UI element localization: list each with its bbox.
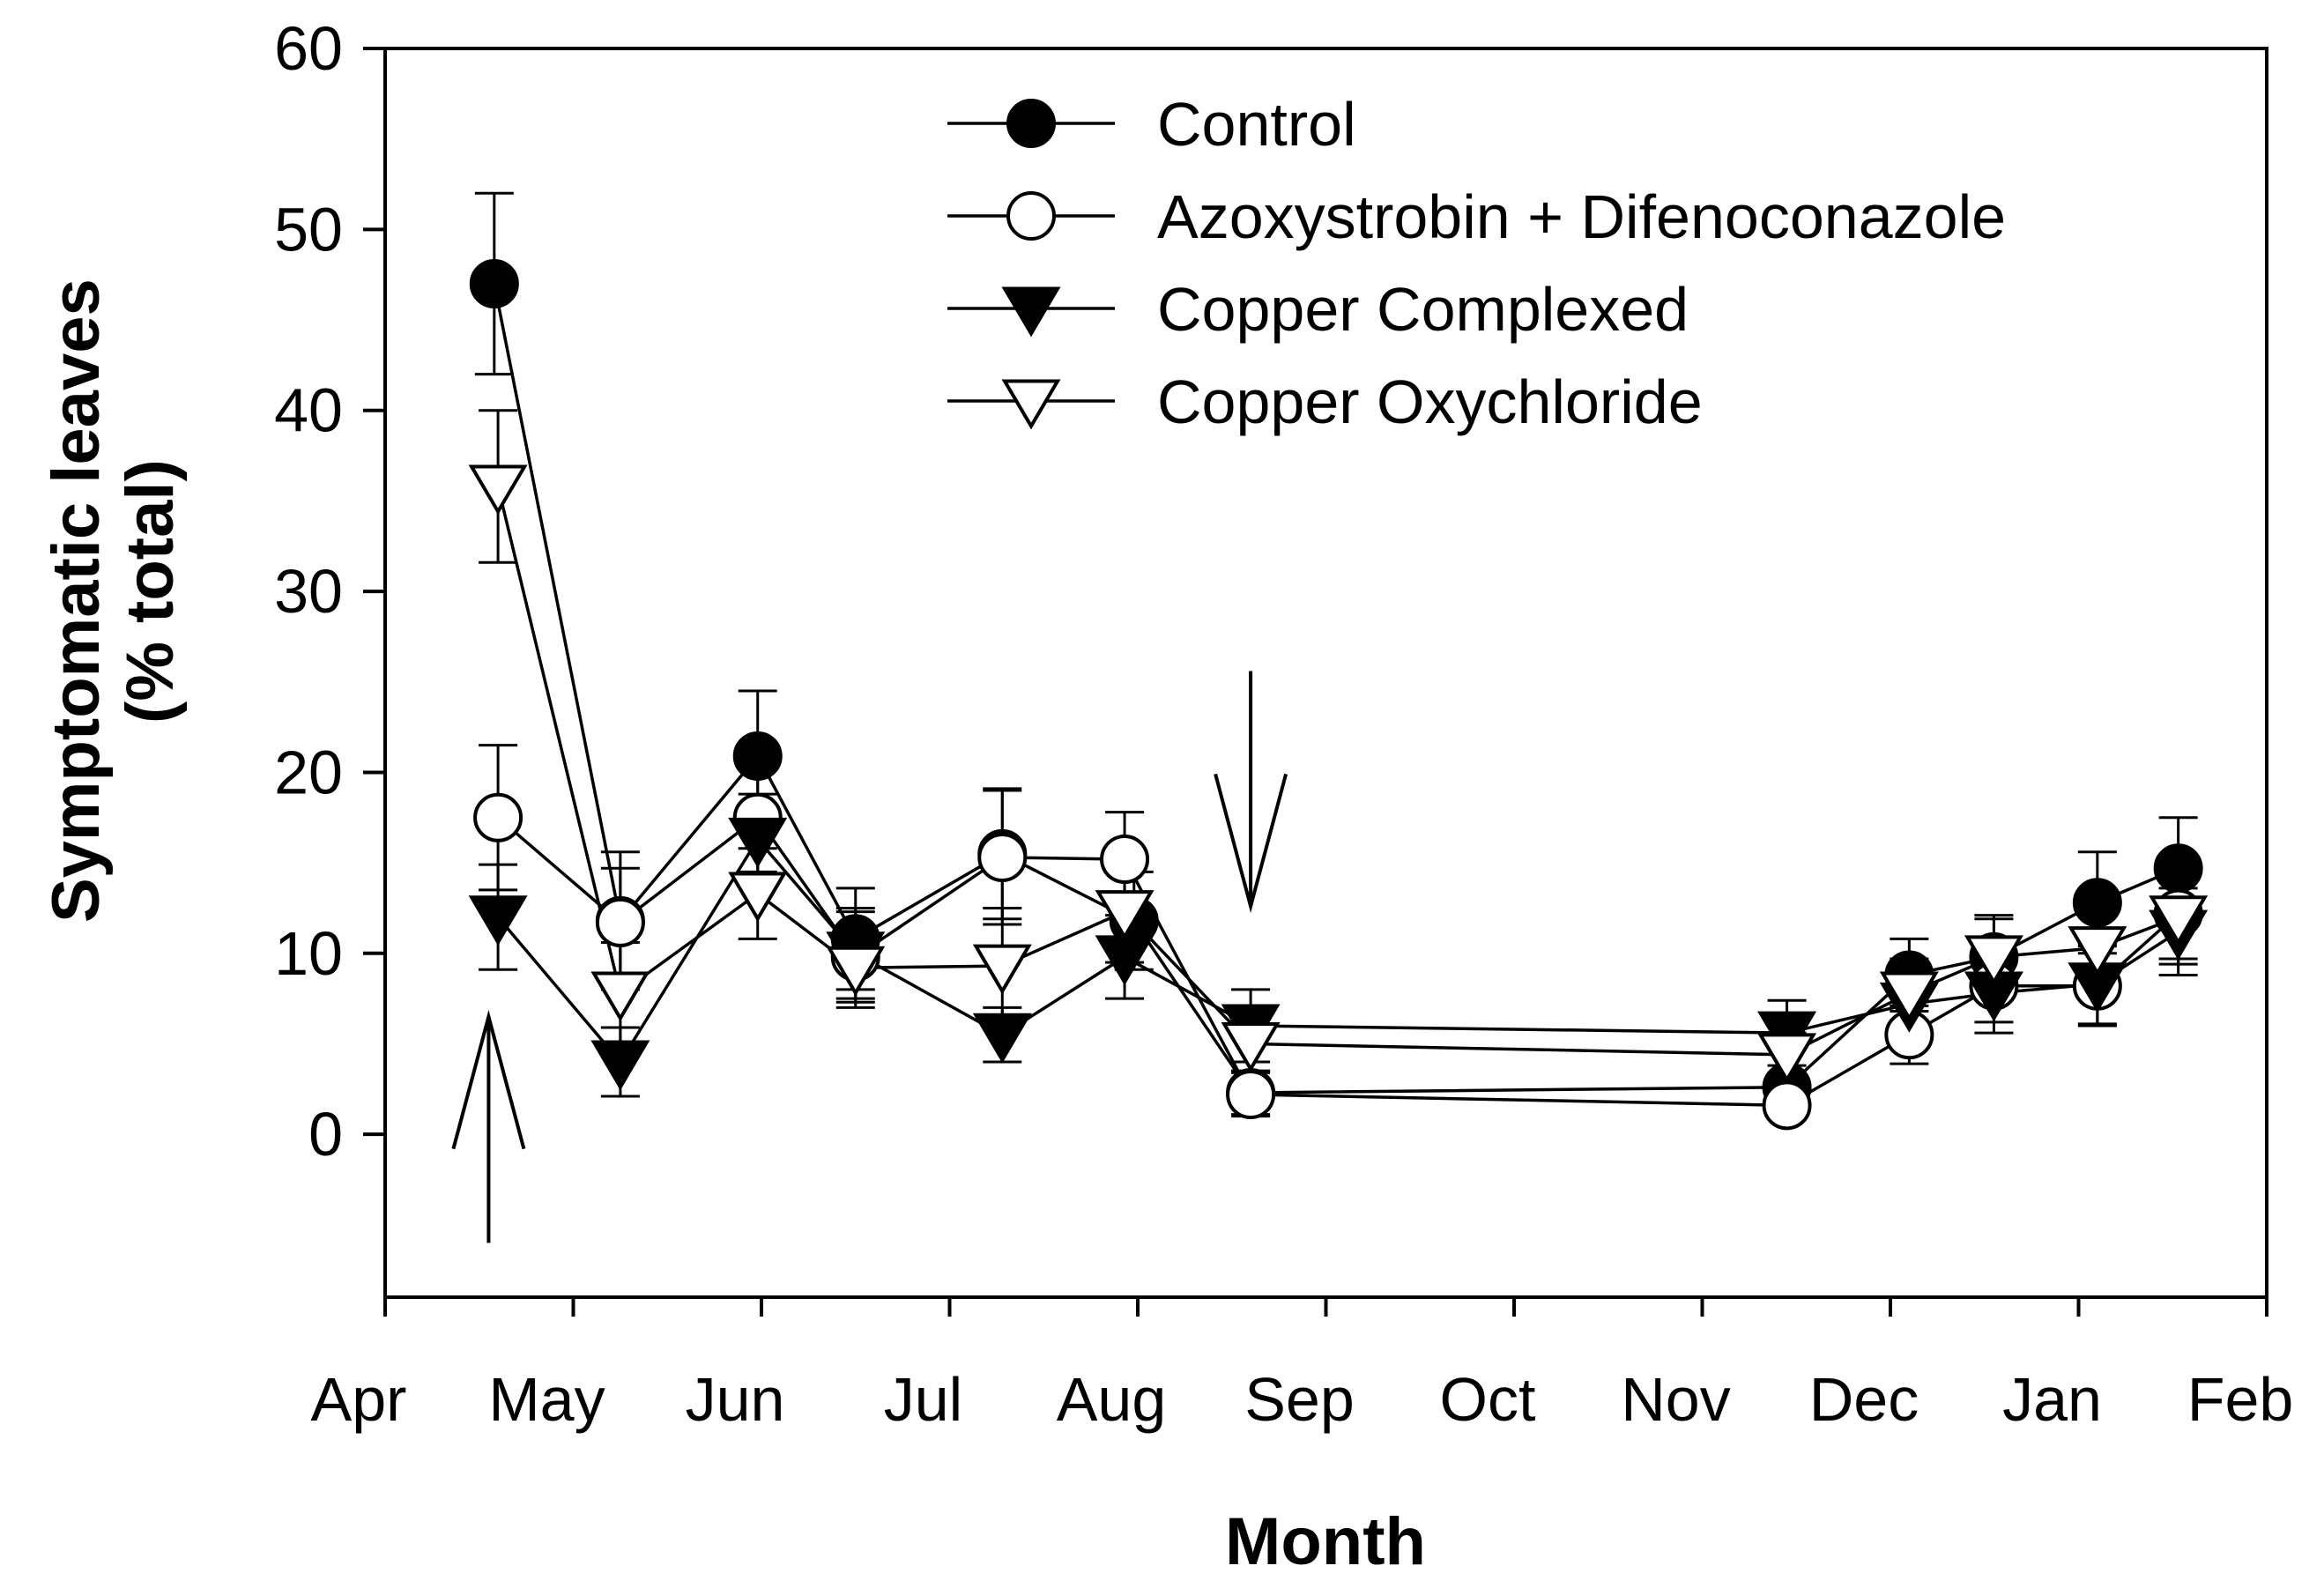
legend-item-2-marker (1006, 191, 1056, 241)
annotation-arrow-head-1 (451, 1009, 526, 1150)
series-4-point-9 (1879, 971, 1939, 1022)
series-4-point-3 (728, 872, 788, 923)
series-3-point-1 (468, 895, 528, 946)
series-4-point-6 (1095, 890, 1155, 941)
series-1-point-1 (469, 258, 519, 308)
y-tick-label-40: 40 (274, 376, 343, 445)
y-tick-label-10: 10 (274, 919, 343, 988)
y-axis-title-line-1: Symptomatic leaves (39, 278, 114, 923)
x-tick-label-Apr: Apr (311, 1365, 407, 1434)
y-axis-title-line-2: (% total) (113, 459, 188, 724)
series-2-point-7 (1226, 1069, 1276, 1119)
annotation-arrow-head-2 (1214, 773, 1288, 914)
legend-item-4-label: Copper Oxychloride (1157, 367, 1703, 436)
series-2-point-1 (473, 792, 523, 842)
series-4-point-11 (2068, 926, 2127, 977)
series-2-point-6 (1100, 835, 1150, 885)
legend-item-4-marker (1001, 379, 1061, 430)
x-tick-label-Jul: Jul (884, 1365, 962, 1434)
x-tick-label-Oct: Oct (1440, 1365, 1536, 1434)
series-3-point-5 (972, 1013, 1032, 1064)
series-4-point-1 (468, 464, 528, 516)
series-4-point-2 (590, 971, 650, 1022)
series-4-point-10 (1964, 935, 2023, 986)
series-4-point-4 (826, 946, 886, 997)
series-4-point-12 (2149, 895, 2209, 946)
legend-item-1-label: Control (1157, 90, 1356, 159)
y-tick-label-0: 0 (308, 1100, 343, 1169)
x-tick-label-Aug: Aug (1057, 1365, 1167, 1434)
series-1-point-3 (732, 731, 783, 781)
x-tick-label-Dec: Dec (1809, 1365, 1919, 1434)
x-tick-label-May: May (488, 1365, 605, 1434)
series-4-point-5 (972, 944, 1032, 995)
x-tick-label-Sep: Sep (1244, 1365, 1355, 1434)
x-tick-label-Jun: Jun (686, 1365, 785, 1434)
x-tick-label-Nov: Nov (1621, 1365, 1730, 1434)
x-axis-title: Month (1225, 1504, 1426, 1579)
x-tick-label-Jan: Jan (2002, 1365, 2102, 1434)
series-3-point-3 (728, 817, 788, 868)
series-4-point-7 (1221, 1021, 1281, 1072)
series-3-point-2 (590, 1040, 650, 1091)
series-2-point-8 (1762, 1080, 1812, 1131)
y-tick-label-50: 50 (274, 195, 343, 263)
legend-item-3-label: Copper Complexed (1157, 275, 1689, 344)
y-tick-label-20: 20 (274, 738, 343, 806)
series-1-point-12 (2153, 843, 2203, 894)
x-tick-label-Feb: Feb (2187, 1365, 2294, 1434)
y-tick-label-30: 30 (274, 557, 343, 626)
legend-item-1-marker (1006, 99, 1056, 148)
series-2-point-5 (977, 832, 1028, 882)
series-3-point-6 (1095, 935, 1155, 986)
series-2-point-2 (595, 897, 645, 947)
series-4-point-8 (1757, 1033, 1817, 1084)
y-axis-title: Symptomatic leaves (% total) (39, 260, 188, 923)
y-tick-label-60: 60 (274, 14, 343, 83)
series-1-point-11 (2072, 878, 2122, 928)
legend-item-3-marker (1001, 286, 1061, 338)
legend-item-2-label: Azoxystrobin + Difenoconazole (1157, 182, 2006, 251)
